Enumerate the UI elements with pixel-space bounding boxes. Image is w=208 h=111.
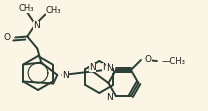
Text: O: O — [145, 55, 152, 63]
Text: N: N — [106, 63, 113, 72]
Text: N: N — [89, 62, 96, 71]
Text: —CH₃: —CH₃ — [162, 56, 186, 65]
Text: N: N — [102, 62, 109, 71]
Text: N: N — [62, 70, 69, 79]
Text: N: N — [33, 21, 40, 30]
Text: O: O — [3, 33, 10, 42]
Text: CH₃: CH₃ — [46, 6, 61, 15]
Text: CH₃: CH₃ — [19, 4, 34, 13]
Text: N: N — [106, 93, 113, 102]
